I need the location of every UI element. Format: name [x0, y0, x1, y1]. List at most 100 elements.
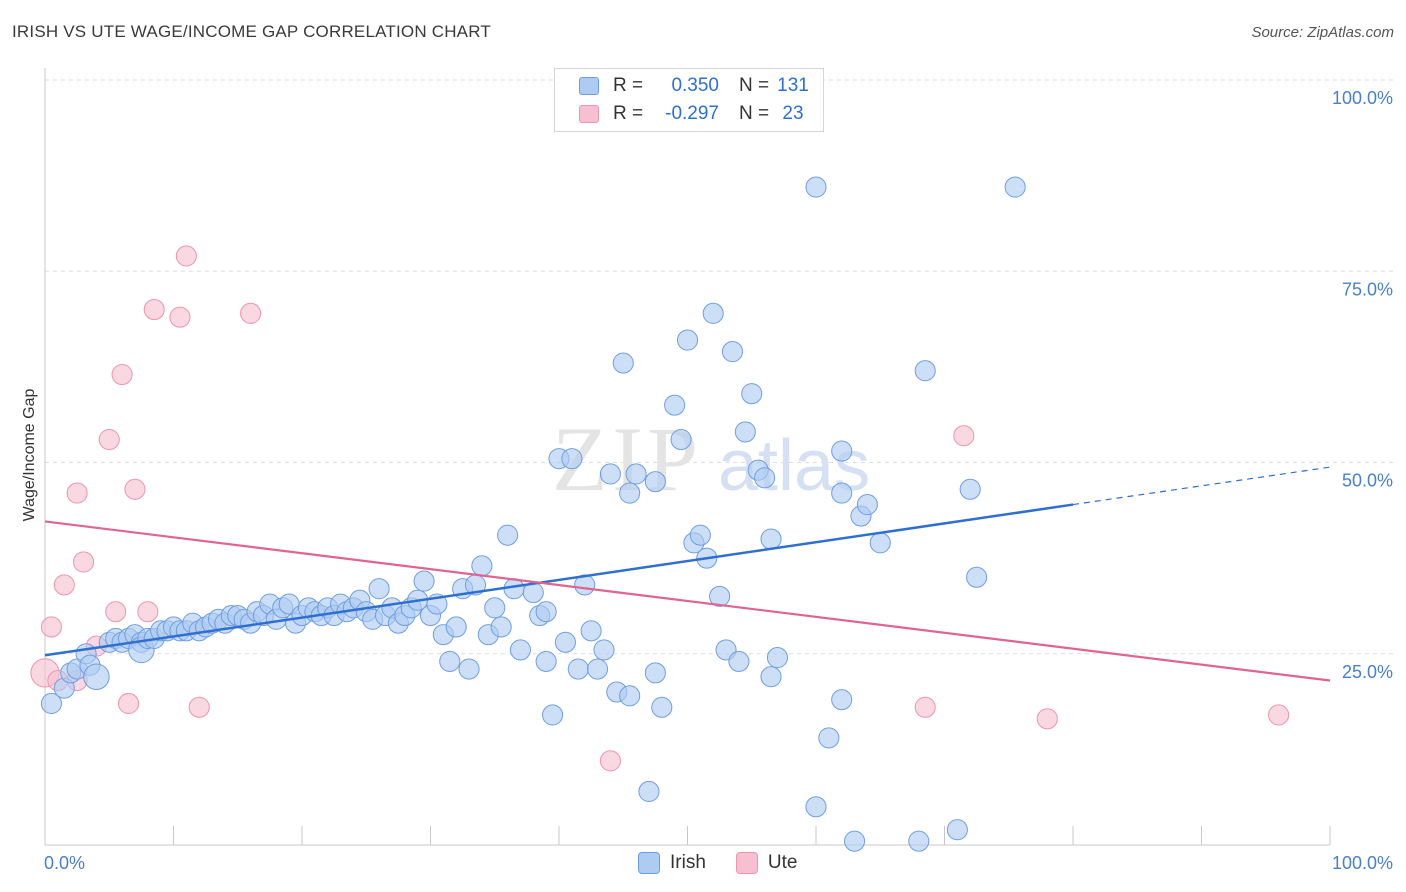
bottom-irish-label: Irish	[670, 852, 706, 873]
irish-point	[741, 383, 763, 405]
irish-point	[754, 467, 776, 489]
irish-point	[83, 663, 110, 690]
irish-point	[625, 463, 647, 485]
ute-point	[169, 306, 191, 328]
irish-point	[1004, 176, 1026, 198]
irish-point	[844, 830, 866, 852]
ute-point	[98, 429, 120, 451]
ute-point	[953, 425, 975, 447]
irish-point	[593, 639, 615, 661]
ute-point	[40, 616, 62, 638]
irish-point	[535, 601, 557, 623]
ute-point	[599, 750, 621, 772]
bottom-legend-ute: Ute	[735, 852, 797, 874]
irish-point	[554, 631, 576, 653]
irish-point	[599, 463, 621, 485]
bottom-legend-irish: Irish	[638, 852, 706, 874]
irish-point	[670, 429, 692, 451]
ute-point	[53, 574, 75, 596]
ute-point	[175, 245, 197, 267]
ute-point	[1036, 708, 1058, 730]
y-tick-label: 100.0%	[1332, 88, 1393, 108]
ute-r-value: -0.297	[665, 103, 719, 124]
irish-point	[959, 478, 981, 500]
irish-point	[368, 578, 390, 600]
irish-point	[619, 685, 641, 707]
irish-point	[831, 440, 853, 462]
irish-point	[805, 796, 827, 818]
ute-point	[240, 302, 262, 324]
irish-point	[760, 528, 782, 550]
irish-trend-extension	[1072, 466, 1331, 506]
irish-point	[580, 620, 602, 642]
irish-point	[490, 616, 512, 638]
legend: R = 0.350 N = 131 R = -0.297 N = 23	[554, 68, 824, 132]
bottom-ute-swatch	[735, 852, 758, 874]
x-tick-label: 100.0%	[1332, 853, 1393, 873]
ute-point	[117, 692, 140, 715]
irish-point	[734, 421, 756, 443]
y-tick-labels: 100.0% 75.0% 50.0% 25.0%	[1332, 88, 1393, 682]
trend-lines	[44, 466, 1331, 682]
gridlines	[45, 79, 1395, 655]
irish-point	[497, 524, 519, 546]
irish-point	[644, 471, 666, 493]
irish-point	[439, 650, 461, 672]
source-label: Source: ZipAtlas.com	[1251, 24, 1394, 41]
irish-point	[831, 482, 853, 504]
irish-point	[587, 658, 609, 680]
irish-point	[856, 494, 878, 516]
irish-r-value: 0.350	[671, 75, 719, 96]
irish-trend-line	[44, 503, 1074, 657]
irish-point	[638, 780, 660, 803]
irish-point	[676, 329, 699, 351]
ute-point	[188, 696, 210, 718]
ute-point	[73, 551, 95, 573]
ute-swatch	[579, 105, 599, 123]
irish-point	[40, 692, 62, 715]
irish-point	[728, 650, 750, 672]
ute-point	[66, 482, 88, 504]
irish-points	[40, 176, 1026, 852]
irish-r-label: R =	[613, 75, 644, 96]
irish-point	[535, 650, 557, 672]
irish-point	[413, 570, 435, 592]
ute-point	[914, 696, 936, 718]
irish-point	[766, 647, 789, 669]
ute-point	[111, 363, 133, 386]
bottom-legend: Irish Ute	[638, 852, 827, 874]
watermark: ZIP atlas	[552, 408, 870, 510]
irish-point	[721, 341, 744, 363]
irish-swatch	[579, 77, 599, 95]
irish-point	[619, 482, 641, 504]
irish-point	[869, 532, 891, 554]
legend-row-ute: R = -0.297 N = 23	[579, 103, 813, 125]
irish-point	[818, 727, 840, 749]
irish-point	[561, 448, 583, 470]
irish-point	[644, 662, 666, 684]
irish-point	[709, 585, 731, 607]
irish-point	[760, 666, 782, 688]
irish-point	[612, 352, 634, 374]
irish-point	[805, 176, 827, 198]
irish-point	[966, 566, 988, 588]
y-axis-label: Wage/Income Gap	[21, 389, 38, 522]
irish-point	[567, 658, 589, 680]
irish-point	[664, 394, 686, 416]
ute-n-value: 23	[782, 103, 804, 124]
irish-point	[509, 639, 532, 661]
x-tick-labels: 0.0% 100.0%	[44, 853, 1393, 873]
irish-point	[458, 658, 480, 680]
ute-r-label: R =	[613, 103, 644, 124]
ute-point	[124, 478, 146, 500]
irish-n-value: 131	[777, 75, 809, 96]
irish-point	[914, 360, 936, 382]
bottom-irish-swatch	[638, 852, 660, 874]
x-tick-label: 0.0%	[44, 853, 85, 873]
irish-point	[471, 555, 493, 577]
ute-trend-line	[44, 520, 1331, 682]
legend-row-irish: R = 0.350 N = 131	[579, 75, 813, 97]
irish-point	[689, 524, 711, 546]
irish-point	[445, 616, 467, 638]
